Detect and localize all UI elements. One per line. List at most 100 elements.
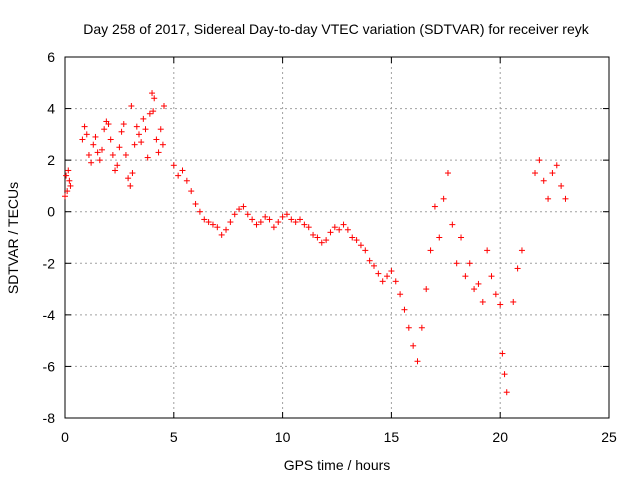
data-point — [81, 123, 88, 130]
data-point — [151, 95, 158, 102]
data-point — [105, 121, 112, 128]
data-point — [138, 139, 145, 146]
data-point — [501, 371, 508, 378]
y-tick-label: -6 — [43, 358, 56, 374]
data-point — [532, 170, 539, 177]
data-point — [558, 182, 565, 189]
data-point — [140, 115, 147, 122]
data-point — [209, 221, 216, 228]
x-tick-label: 0 — [61, 429, 69, 445]
data-point — [244, 211, 251, 218]
data-point — [444, 170, 451, 177]
data-point — [449, 221, 456, 228]
data-point — [497, 301, 504, 308]
data-point — [275, 219, 282, 226]
data-point — [405, 324, 412, 331]
data-point — [283, 211, 290, 218]
data-point — [503, 389, 510, 396]
data-point — [392, 278, 399, 285]
axis-ticks: 0 5 10 15 20 25 -8 -6 -4 -2 0 2 4 6 — [43, 49, 617, 445]
x-axis-label: GPS time / hours — [284, 457, 391, 473]
data-point — [249, 216, 256, 223]
data-point — [458, 234, 465, 241]
data-point — [362, 247, 369, 254]
data-point — [96, 157, 103, 164]
data-point — [484, 247, 491, 254]
data-point — [384, 273, 391, 280]
data-point — [357, 242, 364, 249]
data-point — [279, 213, 286, 220]
data-point — [257, 219, 264, 226]
y-tick-label: 2 — [47, 152, 55, 168]
data-point — [183, 177, 190, 184]
data-point — [144, 154, 151, 161]
data-point — [161, 102, 168, 109]
data-point — [125, 175, 132, 182]
x-tick-label: 10 — [275, 429, 291, 445]
data-point — [83, 131, 90, 138]
data-points — [62, 90, 569, 396]
data-point — [155, 149, 162, 156]
data-point — [175, 172, 182, 179]
data-point — [545, 195, 552, 202]
data-point — [479, 298, 486, 305]
data-point — [146, 110, 153, 117]
data-point — [128, 102, 135, 109]
data-point — [90, 141, 97, 148]
x-tick-label: 25 — [601, 429, 617, 445]
data-point — [331, 224, 338, 231]
data-point — [370, 262, 377, 269]
data-point — [107, 136, 114, 143]
x-tick-label: 15 — [384, 429, 400, 445]
data-point — [292, 219, 299, 226]
data-point — [305, 224, 312, 231]
x-tick-label: 20 — [492, 429, 508, 445]
data-point — [231, 211, 238, 218]
data-point — [205, 219, 212, 226]
data-point — [462, 273, 469, 280]
data-point — [349, 234, 356, 241]
y-tick-label: 0 — [47, 204, 55, 220]
data-point — [196, 208, 203, 215]
data-point — [157, 126, 164, 133]
data-point — [188, 188, 195, 195]
data-point — [94, 149, 101, 156]
data-point — [127, 182, 134, 189]
data-point — [135, 131, 142, 138]
data-point — [67, 182, 74, 189]
data-point — [116, 144, 123, 151]
y-axis-label: SDTVAR / TECUs — [5, 182, 21, 294]
data-point — [62, 193, 68, 200]
data-point — [92, 133, 99, 140]
data-point — [379, 278, 386, 285]
data-point — [475, 280, 482, 287]
data-point — [388, 268, 395, 275]
data-point — [253, 221, 260, 228]
data-point — [401, 306, 408, 313]
x-tick-label: 5 — [170, 429, 178, 445]
data-point — [366, 257, 373, 264]
data-point — [423, 286, 430, 293]
data-point — [122, 151, 129, 158]
y-tick-label: 4 — [47, 101, 55, 117]
data-point — [327, 229, 334, 236]
data-point — [336, 226, 343, 233]
data-point — [240, 203, 247, 210]
data-point — [112, 167, 119, 174]
data-point — [410, 342, 417, 349]
data-point — [150, 108, 157, 115]
data-point — [314, 234, 321, 241]
data-point — [353, 237, 360, 244]
data-point — [553, 162, 560, 169]
plot-area-frame — [64, 56, 610, 419]
y-tick-label: -2 — [43, 255, 56, 271]
data-point — [201, 216, 208, 223]
data-point — [142, 126, 149, 133]
data-point — [133, 123, 140, 130]
data-point — [85, 151, 92, 158]
data-point — [79, 136, 86, 143]
data-point — [536, 157, 543, 164]
data-point — [101, 126, 108, 133]
